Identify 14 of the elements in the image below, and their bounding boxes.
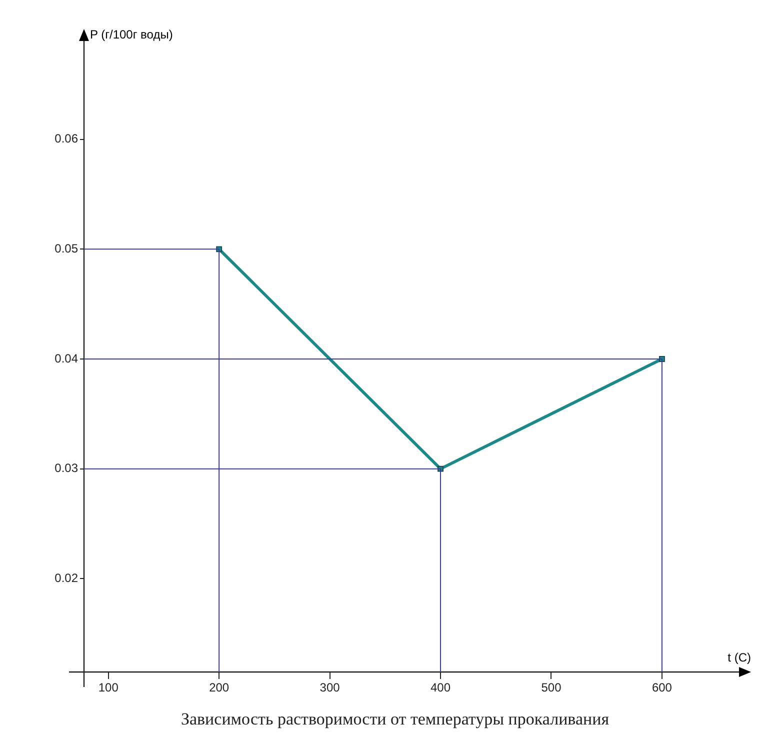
y-axis-title: P (г/100г воды) — [90, 27, 173, 42]
x-tick-label: 200 — [209, 680, 230, 695]
x-tick-label: 100 — [98, 680, 119, 695]
y-tick-label: 0.04 — [54, 351, 78, 366]
text: Зависимость растворимости от температуры прокаливания — [180, 709, 610, 728]
x-tick-label: 300 — [320, 680, 340, 695]
x-tick-label: 500 — [541, 680, 562, 695]
y-tick-label: 0.05 — [54, 241, 78, 256]
x-tick-label: 400 — [430, 680, 451, 695]
x-axis-title: t (C) — [728, 650, 751, 664]
y-tick-label: 0.06 — [54, 132, 78, 146]
y-tick-label: 0.02 — [54, 570, 78, 585]
y-tick-label: 0.03 — [54, 461, 78, 476]
x-tick-label: 600 — [652, 680, 672, 695]
